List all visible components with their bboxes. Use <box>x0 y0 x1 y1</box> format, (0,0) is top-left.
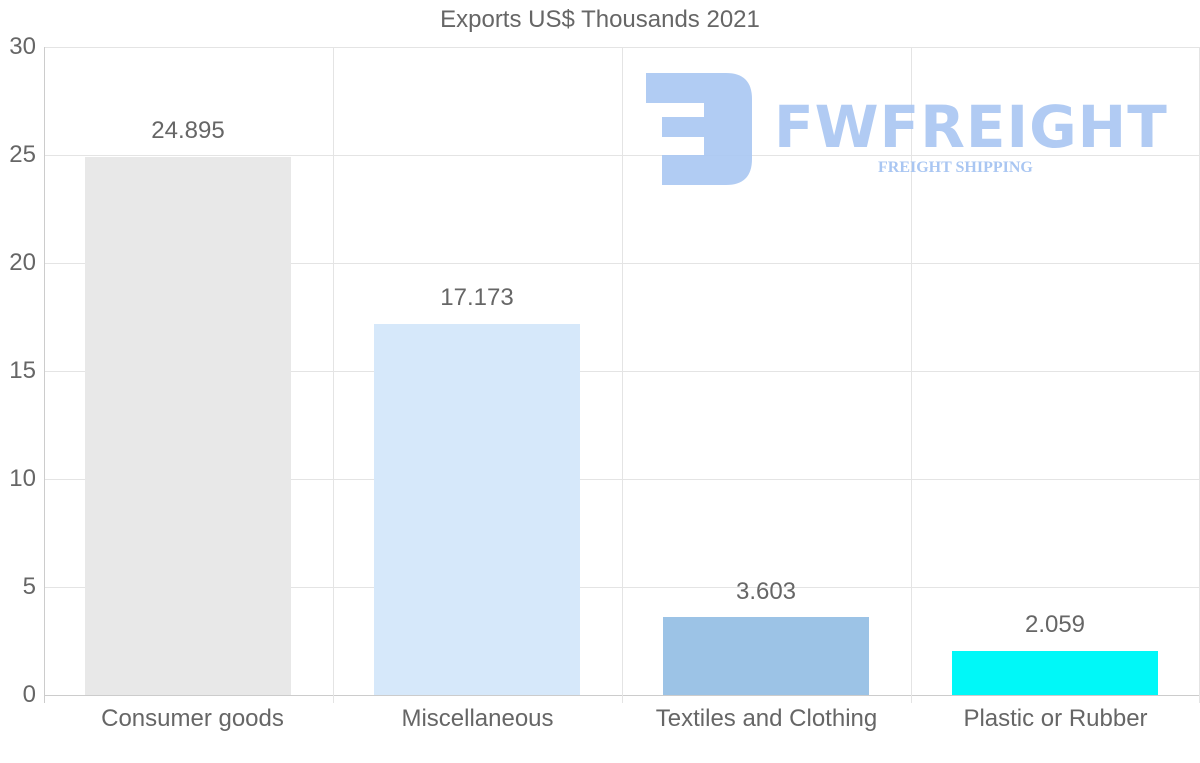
y-tick-5: 5 <box>22 573 36 600</box>
y-tick-30: 30 <box>9 33 36 60</box>
x-label-plastic-or-rubber: Plastic or Rubber <box>963 705 1148 732</box>
value-label-miscellaneous: 17.173 <box>440 284 514 311</box>
x-label-textiles-and-clothing: Textiles and Clothing <box>655 705 878 732</box>
vgridline-3 <box>911 47 912 703</box>
brand-wordmark: FWFREIGHT <box>774 93 1168 161</box>
bar-miscellaneous[interactable] <box>374 324 580 695</box>
bar-textiles-and-clothing[interactable] <box>663 617 869 695</box>
value-label-textiles-and-clothing: 3.603 <box>735 578 797 605</box>
y-tick-25: 25 <box>9 141 36 168</box>
fwfreight-logo-icon <box>646 73 752 185</box>
vgridline-2 <box>622 47 623 703</box>
fwfreight-watermark-logo: FWFREIGHT FREIGHT SHIPPING <box>646 73 1167 193</box>
y-tick-10: 10 <box>9 465 36 492</box>
vgridline-1 <box>333 47 334 703</box>
y-tick-15: 15 <box>9 357 36 384</box>
x-label-consumer-goods: Consumer goods <box>101 705 284 732</box>
y-tick-0: 0 <box>22 681 36 708</box>
plot-area: FWFREIGHT FREIGHT SHIPPING 24.895 17.173… <box>44 47 1200 703</box>
value-label-consumer-goods: 24.895 <box>151 117 225 144</box>
bar-plastic-or-rubber[interactable] <box>952 650 1158 695</box>
value-label-plastic-or-rubber: 2.059 <box>1024 611 1086 638</box>
bar-consumer-goods[interactable] <box>85 157 291 695</box>
chart-title: Exports US$ Thousands 2021 <box>440 6 760 33</box>
y-tick-20: 20 <box>9 249 36 276</box>
brand-tagline: FREIGHT SHIPPING <box>878 159 1033 176</box>
y-axis-line <box>44 47 45 703</box>
x-label-miscellaneous: Miscellaneous <box>401 705 554 732</box>
